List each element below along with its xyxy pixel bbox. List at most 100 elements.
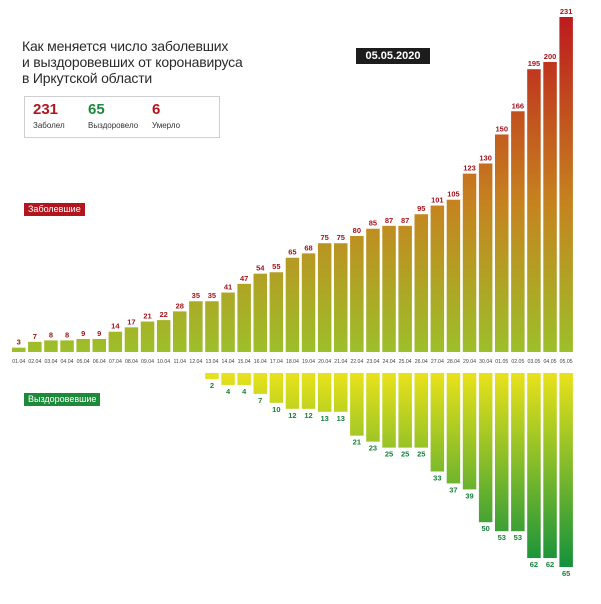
label-recovered-04.05: 62: [546, 560, 554, 569]
date-label-03.05: 03.05: [527, 359, 540, 365]
label-sick-08.04: 17: [127, 317, 135, 326]
label-sick-05.05: 231: [560, 7, 573, 16]
date-label-07.04: 07.04: [109, 359, 122, 365]
bar-sick-01.04: [12, 347, 26, 352]
label-recovered-24.04: 25: [385, 450, 393, 459]
label-sick-29.04: 123: [463, 164, 476, 173]
stat-sick: 231 Заболел: [33, 102, 65, 131]
label-recovered-13.04: 2: [210, 381, 214, 390]
date-label-01.04: 01.04: [12, 359, 25, 365]
label-sick-01.05: 150: [495, 124, 508, 133]
label-sick-22.04: 80: [353, 226, 361, 235]
bar-recovered-15.04: [237, 373, 251, 385]
bar-sick-02.05: [511, 111, 525, 352]
date-label-20.04: 20.04: [318, 359, 331, 365]
label-recovered-28.04: 37: [449, 485, 457, 494]
bar-sick-07.04: [108, 331, 123, 352]
bar-recovered-20.04: [317, 373, 332, 412]
date-label-17.04: 17.04: [270, 359, 283, 365]
bar-sick-11.04: [173, 311, 187, 352]
bar-sick-27.04: [430, 205, 445, 352]
bar-recovered-23.04: [366, 373, 380, 442]
label-sick-04.05: 200: [544, 52, 557, 61]
stat-recovered-label: Выздоровело: [88, 121, 139, 130]
bar-sick-05.05: [559, 17, 573, 352]
label-sick-18.04: 65: [288, 248, 296, 257]
date-label-04.04: 04.04: [61, 359, 74, 365]
stat-died-value: 6: [152, 101, 161, 118]
label-sick-24.04: 87: [385, 216, 393, 225]
label-recovered-15.04: 4: [242, 387, 247, 396]
title-line-3: в Иркутской области: [22, 70, 153, 86]
bar-sick-04.05: [543, 61, 557, 352]
date-label-01.05: 01.05: [495, 359, 508, 365]
bar-sick-01.05: [495, 134, 509, 352]
label-sick-11.04: 28: [176, 301, 184, 310]
date-label-11.04: 11.04: [173, 359, 186, 365]
label-sick-19.04: 68: [304, 243, 312, 252]
date-label-23.04: 23.04: [366, 359, 379, 365]
date-label-30.04: 30.04: [479, 359, 492, 365]
date-label-18.04: 18.04: [286, 359, 299, 365]
bar-sick-15.04: [237, 283, 251, 352]
date-label-24.04: 24.04: [383, 359, 396, 365]
date-label-22.04: 22.04: [350, 359, 363, 365]
bar-sick-08.04: [124, 327, 139, 352]
bar-recovered-13.04: [205, 373, 219, 379]
label-recovered-17.04: 10: [272, 405, 280, 414]
bar-recovered-24.04: [382, 373, 396, 448]
label-sick-15.04: 47: [240, 274, 248, 283]
date-label-12.04: 12.04: [189, 359, 202, 365]
date-label-26.04: 26.04: [415, 359, 428, 365]
title-line-1: Как меняется число заболевших: [22, 38, 229, 54]
bar-sick-13.04: [205, 301, 219, 352]
label-recovered-29.04: 39: [465, 491, 473, 500]
stats-box: 231 Заболел 65 Выздоровело 6 Умерло: [24, 96, 220, 138]
bar-sick-22.04: [350, 235, 364, 352]
bar-sick-04.04: [60, 340, 74, 352]
label-sick-13.04: 35: [208, 291, 216, 300]
label-recovered-25.04: 25: [401, 450, 409, 459]
bar-sick-26.04: [414, 214, 428, 352]
label-recovered-03.05: 62: [530, 560, 538, 569]
label-sick-21.04: 75: [337, 233, 345, 242]
bar-sick-23.04: [366, 228, 380, 352]
date-badge: 05.05.2020: [356, 48, 430, 64]
date-label-14.04: 14.04: [222, 359, 235, 365]
label-recovered-22.04: 21: [353, 438, 361, 447]
date-label-25.04: 25.04: [399, 359, 412, 365]
bar-recovered-05.05: [559, 373, 573, 567]
stat-sick-label: Заболел: [33, 121, 65, 130]
label-recovered-16.04: 7: [258, 396, 262, 405]
date-label-10.04: 10.04: [157, 359, 170, 365]
label-sick-04.04: 8: [65, 330, 69, 339]
date-label-05.05: 05.05: [560, 359, 573, 365]
bar-sick-10.04: [156, 320, 171, 352]
bar-recovered-18.04: [285, 373, 300, 409]
date-label-21.04: 21.04: [334, 359, 347, 365]
bar-recovered-27.04: [430, 373, 445, 472]
title-line-2: и выздоровевших от коронавируса: [22, 54, 243, 70]
date-label-28.04: 28.04: [447, 359, 460, 365]
label-sick-01.04: 3: [17, 338, 21, 347]
legend-sick: Заболевшие: [24, 203, 85, 216]
bar-sick-05.04: [76, 338, 90, 352]
bar-sick-21.04: [334, 243, 348, 352]
bar-recovered-01.05: [495, 373, 509, 532]
bar-recovered-26.04: [414, 373, 428, 448]
stat-recovered-value: 65: [88, 101, 105, 118]
bar-recovered-28.04: [446, 373, 461, 484]
bar-sick-02.04: [28, 341, 42, 352]
label-recovered-14.04: 4: [226, 387, 231, 396]
label-recovered-27.04: 33: [433, 473, 441, 482]
stat-died-label: Умерло: [152, 121, 181, 130]
date-label-06.04: 06.04: [93, 359, 106, 365]
label-sick-02.04: 7: [33, 332, 37, 341]
label-sick-28.04: 105: [447, 190, 460, 199]
bar-sick-17.04: [269, 272, 284, 352]
label-recovered-26.04: 25: [417, 450, 425, 459]
label-sick-10.04: 22: [159, 310, 167, 319]
label-sick-26.04: 95: [417, 204, 425, 213]
label-sick-07.04: 14: [111, 322, 120, 331]
